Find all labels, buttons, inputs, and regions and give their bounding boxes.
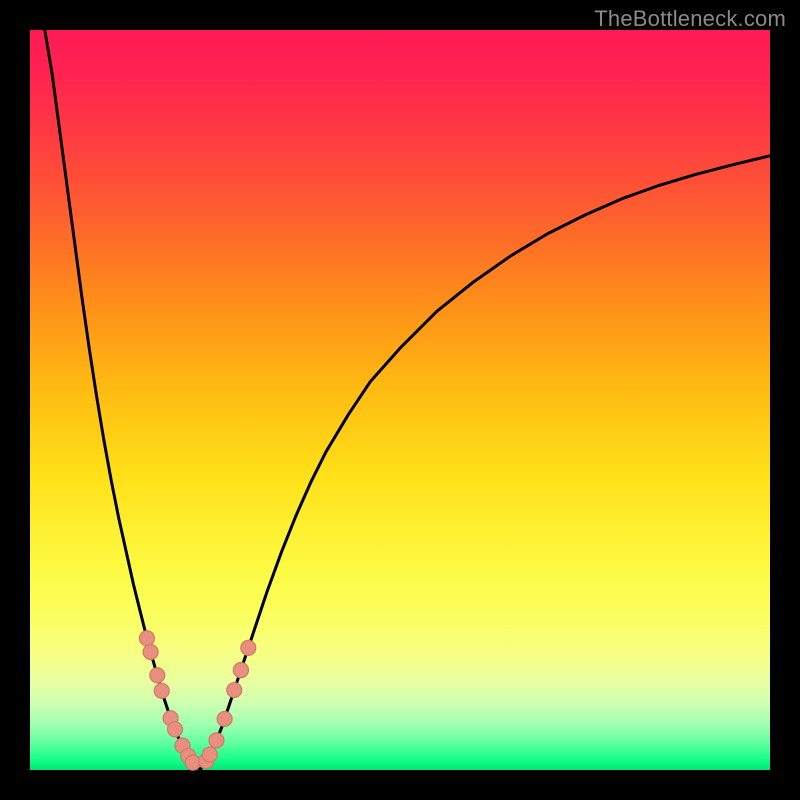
right-marker-3 [217,711,232,726]
left-marker-3 [154,683,169,698]
plot-area [30,30,770,770]
left-marker-2 [150,668,165,683]
left-marker-0 [139,631,154,646]
left-marker-1 [143,644,158,659]
right-bottleneck-curve [200,156,770,770]
right-marker-7 [241,640,256,655]
left-marker-5 [168,722,183,737]
watermark-text: TheBottleneck.com [594,6,786,32]
right-marker-4 [227,683,242,698]
right-marker-6 [233,663,248,678]
left-marker-8 [185,755,200,770]
right-marker-1 [202,747,217,762]
left-bottleneck-curve [45,30,200,770]
chart-svg [30,30,770,770]
right-marker-2 [209,733,224,748]
